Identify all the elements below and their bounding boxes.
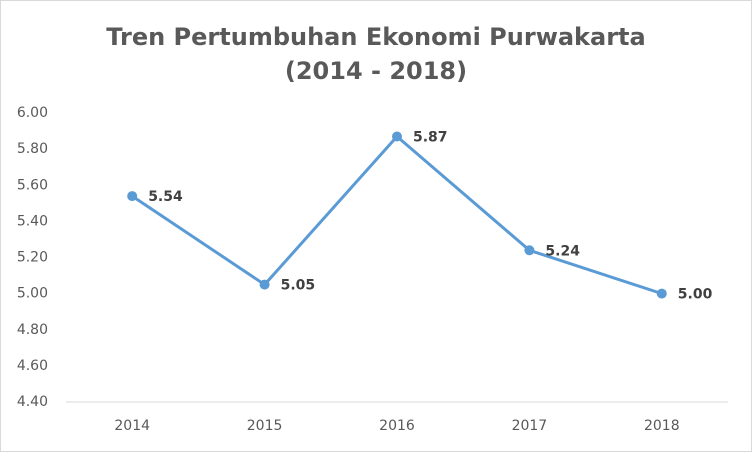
- chart-subtitle: (2014 - 2018): [285, 57, 467, 85]
- y-tick-label: 5.60: [17, 177, 48, 193]
- y-tick-label: 5.20: [17, 250, 48, 266]
- x-tick-label: 2018: [644, 418, 680, 434]
- x-tick-label: 2016: [379, 418, 415, 434]
- point: [656, 288, 667, 299]
- value-label: 5.24: [545, 243, 580, 259]
- y-tick-label: 5.40: [17, 213, 48, 229]
- point: [127, 191, 138, 202]
- y-tick-label: 6.00: [17, 105, 48, 121]
- value-label: 5.00: [678, 287, 713, 303]
- point: [524, 245, 535, 256]
- point: [259, 279, 270, 290]
- x-tick-label: 2014: [114, 418, 150, 434]
- x-tick-label: 2017: [512, 418, 548, 434]
- x-tick-label: 2015: [247, 418, 283, 434]
- chart-title: Tren Pertumbuhan Ekonomi Purwakarta: [106, 23, 645, 51]
- y-tick-label: 4.80: [17, 322, 48, 338]
- value-label: 5.05: [281, 278, 316, 294]
- y-tick-label: 5.00: [17, 286, 48, 302]
- point: [392, 131, 402, 142]
- y-tick-label: 4.40: [17, 394, 48, 410]
- y-tick-label: 4.60: [17, 358, 48, 374]
- y-tick-label: 5.80: [17, 141, 48, 157]
- value-label: 5.87: [413, 129, 448, 145]
- value-label: 5.54: [148, 189, 183, 205]
